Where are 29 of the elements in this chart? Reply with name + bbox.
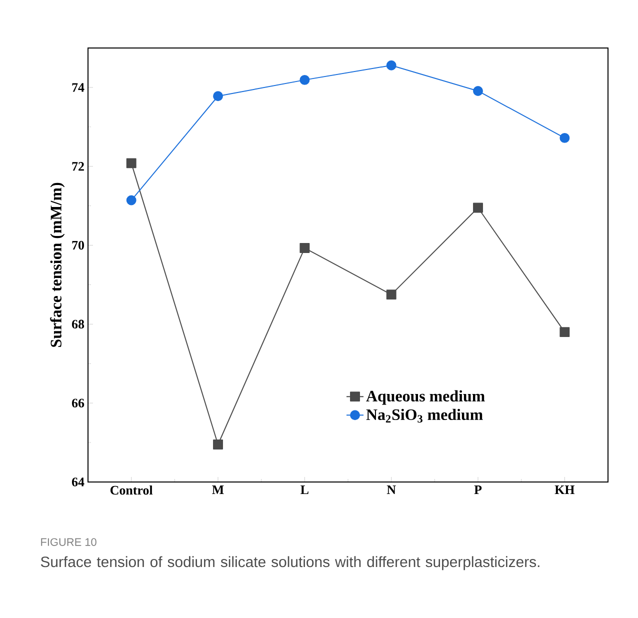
y-tick-label: 68 <box>72 320 84 329</box>
legend-label: Aqueous medium <box>366 390 485 405</box>
x-tick-label: KH <box>554 486 575 494</box>
x-tick-label: M <box>212 486 224 494</box>
point <box>213 91 223 102</box>
x-tick-label: P <box>474 486 482 494</box>
y-tick-label: 70 <box>72 240 84 250</box>
point <box>300 74 310 85</box>
point <box>560 132 570 143</box>
point <box>213 440 223 450</box>
point <box>300 243 310 253</box>
caption: FIGURE 10 <box>41 538 96 546</box>
y-tick-label: 72 <box>72 162 84 171</box>
point <box>386 290 396 300</box>
y-axis-title: Surface tension (mM/m) <box>50 182 65 347</box>
x-tick-label: N <box>386 486 396 494</box>
y-tick-label: 66 <box>72 398 84 408</box>
point <box>386 60 396 70</box>
x-tick-label: L <box>300 486 308 494</box>
x-tick-label: Control <box>110 486 153 495</box>
point <box>473 86 483 96</box>
point <box>126 195 136 206</box>
point <box>126 158 136 168</box>
point <box>560 327 570 338</box>
point <box>473 202 483 213</box>
y-tick-label: 64 <box>72 478 84 486</box>
text: Surface tension of sodium silicate solutions with different superplasticizers. <box>40 556 540 570</box>
legend-label: Na$_{2}$SiO$_{3}$ medium <box>366 408 483 423</box>
y-tick-label: 74 <box>72 83 84 92</box>
